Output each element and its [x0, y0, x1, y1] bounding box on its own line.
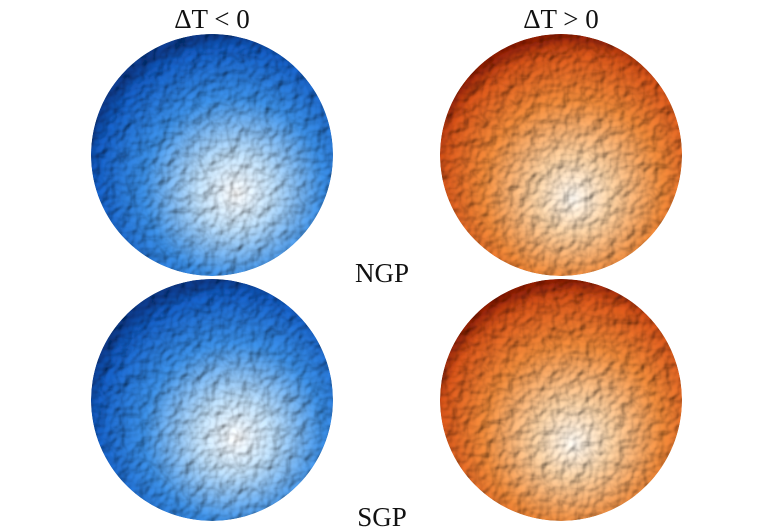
column-title: ΔT > 0	[523, 4, 599, 34]
sphere-ngp-negative	[91, 34, 333, 276]
row-label: NGP	[355, 258, 409, 288]
sphere-sgp-positive	[440, 279, 682, 521]
sphere-ngp-positive	[440, 34, 682, 276]
sphere-sgp-negative	[91, 279, 333, 521]
column-title: ΔT < 0	[174, 4, 250, 34]
row-label: SGP	[357, 502, 407, 532]
